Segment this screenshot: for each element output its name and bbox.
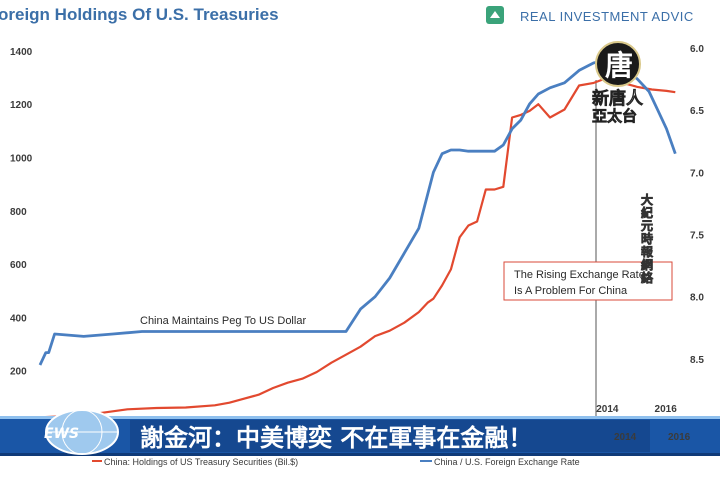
left-tick-label: 1200 [10, 100, 33, 111]
rising-annotation-box [503, 261, 673, 301]
brand-logo: REAL INVESTMENT ADVIC [486, 6, 694, 24]
right-axis: 6.06.57.07.58.08.59.0 [690, 44, 704, 428]
legend: China: Holdings of US Treasury Securitie… [92, 457, 580, 467]
holdings-series-line [39, 76, 676, 419]
left-tick-label: 800 [10, 207, 27, 218]
x-tick-label: 2014 [596, 404, 619, 415]
station-logo-char: 唐 [605, 49, 633, 82]
watermark-char: 大 [641, 192, 653, 207]
chart-title: oreign Holdings Of U.S. Treasuries [0, 5, 279, 24]
brand-name: REAL INVESTMENT ADVIC [520, 9, 694, 24]
series-layer [38, 59, 677, 419]
watermark-char: 時 [641, 231, 653, 246]
x-tick-2014-over: 2014 [614, 432, 637, 443]
legend-holdings: China: Holdings of US Treasury Securitie… [104, 457, 298, 467]
station-bug-line2: 亞太台 [592, 107, 637, 125]
station-logo: 唐 新唐人 亞太台 [592, 41, 644, 125]
watermark-char: 絡 [641, 270, 654, 285]
x-axis: 2014 2016 [596, 404, 677, 415]
right-tick-label: 6.5 [690, 106, 704, 117]
left-tick-label: 1400 [10, 47, 33, 58]
banner-bar [0, 416, 720, 456]
watermark-char: 報 [641, 244, 654, 259]
x-tick-2016-over: 2016 [668, 432, 691, 443]
rising-annotation-line2: Is A Problem For China [514, 285, 628, 297]
right-tick-label: 8.0 [690, 293, 704, 304]
right-tick-label: 8.5 [690, 355, 704, 366]
station-bug-line1: 新唐人 [592, 88, 644, 109]
watermark-char: 網 [641, 257, 653, 272]
peg-annotation: China Maintains Peg To US Dollar [140, 315, 306, 327]
news-logo: EWS [44, 426, 79, 442]
right-tick-label: 6.0 [690, 44, 704, 55]
right-tick-label: 7.5 [690, 230, 704, 241]
news-banner: EWS 謝金河：中美博奕 不在軍事在金融！ 2014 2016 [0, 409, 720, 456]
left-tick-label: 600 [10, 260, 27, 271]
fx-series-line [38, 59, 677, 366]
left-tick-label: 400 [10, 313, 27, 324]
left-axis: 1400 1200 1000 800 600 400 200 [10, 47, 33, 378]
watermark-char: 紀 [641, 205, 653, 220]
rising-annotation-line1: The Rising Exchange Rate [514, 269, 645, 281]
legend-fx: China / U.S. Foreign Exchange Rate [434, 457, 580, 467]
news-headline: 謝金河：中美博奕 不在軍事在金融！ [140, 424, 532, 452]
left-tick-label: 200 [10, 367, 27, 378]
x-tick-label: 2016 [655, 404, 678, 415]
right-tick-label: 7.0 [690, 168, 704, 179]
left-tick-label: 1000 [10, 154, 33, 165]
watermark-char: 元 [641, 219, 653, 233]
